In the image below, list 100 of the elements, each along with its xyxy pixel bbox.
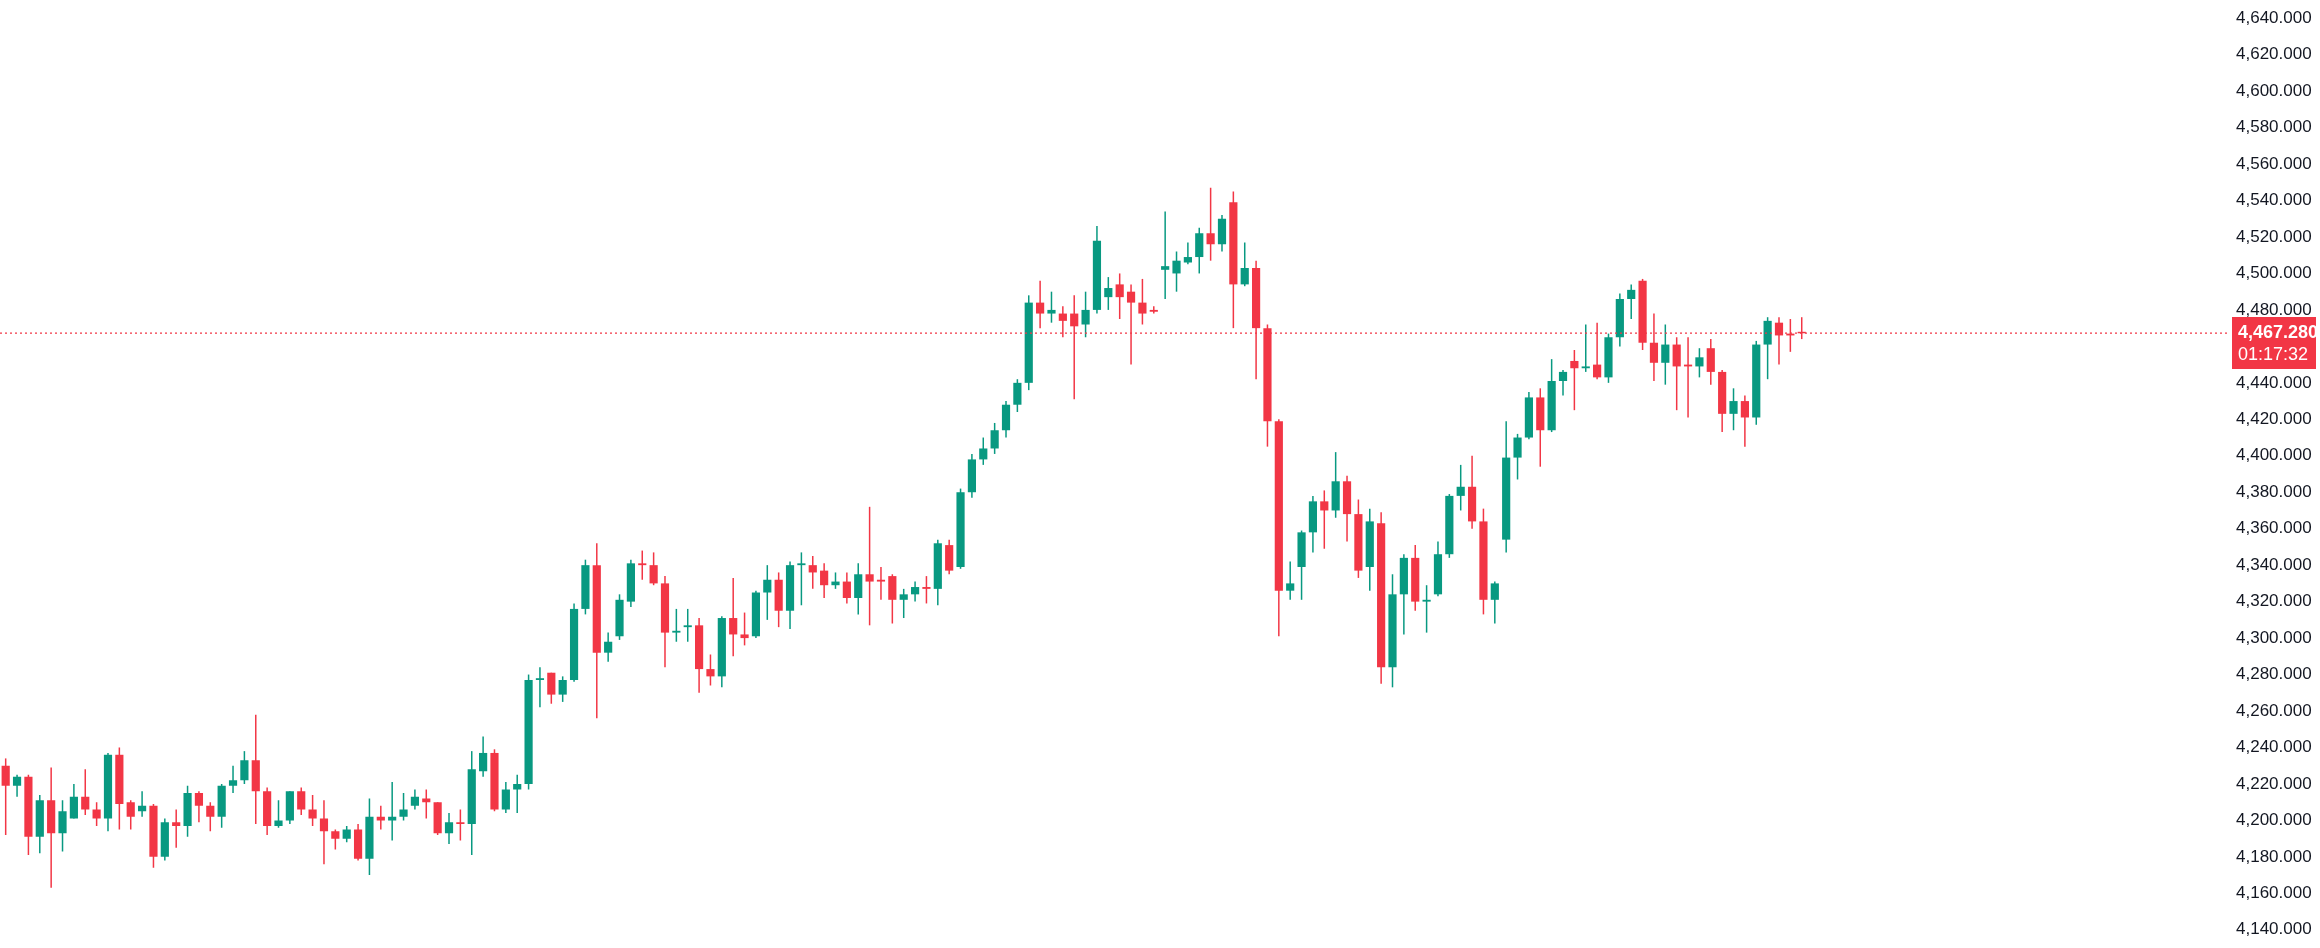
candlestick <box>854 562 863 616</box>
ref-line-label: 4,467.280 <box>2238 322 2319 343</box>
candlestick <box>274 799 283 829</box>
y-tick-label: 4,560.000 <box>2236 153 2312 173</box>
y-tick-label: 4,640.000 <box>2236 7 2312 27</box>
candlestick <box>444 812 454 845</box>
candlestick <box>194 790 204 823</box>
candlestick <box>910 580 920 603</box>
candlestick <box>479 735 488 778</box>
y-tick-label: 4,400.000 <box>2236 445 2312 465</box>
candlestick <box>92 801 101 827</box>
candlestick <box>297 786 306 816</box>
candlestick <box>1161 210 1170 300</box>
candlestick <box>990 422 999 455</box>
candlestick <box>1706 338 1715 386</box>
y-tick-label: 4,220.000 <box>2236 773 2312 793</box>
y-tick-label: 4,340.000 <box>2236 554 2312 574</box>
candlestick <box>604 631 613 663</box>
candlestick <box>1558 369 1568 397</box>
candlestick <box>58 799 67 853</box>
candlestick <box>1149 305 1158 315</box>
candlestick <box>1115 272 1124 320</box>
candlestick <box>797 551 806 607</box>
candlestick <box>308 794 317 827</box>
candlestick <box>808 555 817 590</box>
candlestick <box>1513 433 1522 481</box>
y-tick-label: 4,300.000 <box>2236 627 2312 647</box>
y-tick-label: 4,600.000 <box>2236 80 2312 100</box>
candlestick <box>399 792 408 822</box>
candlestick <box>842 571 851 605</box>
y-tick-label: 4,500.000 <box>2236 263 2312 283</box>
candlestick <box>1172 250 1181 293</box>
candlestick <box>535 666 545 709</box>
candlestick <box>1195 227 1204 275</box>
candlestick <box>410 788 419 811</box>
y-tick-label: 4,200.000 <box>2236 810 2312 830</box>
candlestick <box>240 750 249 785</box>
candlestick <box>1104 276 1113 311</box>
y-tick-label: 4,540.000 <box>2236 190 2312 210</box>
candlestick <box>1081 290 1090 339</box>
candlestick <box>1570 349 1579 411</box>
candlestick <box>1013 378 1022 413</box>
candlestick <box>12 774 22 798</box>
candlestick <box>81 768 90 816</box>
y-tick-label: 4,380.000 <box>2236 481 2312 501</box>
candlestick <box>1695 347 1704 379</box>
candlestick <box>1490 580 1499 625</box>
candlestick <box>706 653 715 687</box>
candlestick <box>1320 489 1329 550</box>
candlestick <box>899 588 908 619</box>
y-tick-label: 4,580.000 <box>2236 117 2312 137</box>
y-tick-label: 4,160.000 <box>2236 883 2312 903</box>
candlestick <box>319 799 329 865</box>
candlestick <box>1 757 10 836</box>
y-tick-label: 4,140.000 <box>2236 919 2312 939</box>
candlestick <box>1138 278 1147 326</box>
text: 01:17:32 <box>2238 344 2309 365</box>
y-tick-label: 4,240.000 <box>2236 737 2312 757</box>
candlestick <box>1036 279 1045 329</box>
candlestick <box>69 783 78 820</box>
candlestick <box>763 564 772 621</box>
candlestick <box>729 577 738 658</box>
candlestick <box>1740 394 1749 448</box>
candlestick <box>126 799 135 831</box>
candlestick <box>228 764 238 794</box>
candlestick <box>638 549 647 581</box>
candlestick <box>1456 464 1465 512</box>
y-tick-label: 4,420.000 <box>2236 408 2312 428</box>
candlestick <box>206 801 215 833</box>
candlestick <box>1206 187 1215 262</box>
candlestick <box>1763 316 1772 380</box>
candlestick <box>888 573 897 625</box>
candlestick <box>1240 241 1249 287</box>
candlestick <box>172 808 181 849</box>
candlestick <box>649 551 658 586</box>
y-tick-label: 4,520.000 <box>2236 226 2312 246</box>
candlestick <box>876 566 886 601</box>
candlestick <box>1581 323 1590 373</box>
candlestick <box>1183 241 1192 266</box>
candlestick <box>672 608 681 643</box>
candlestick <box>558 675 567 703</box>
candlestick <box>331 828 340 851</box>
candlestick <box>1729 387 1738 431</box>
candlestick <box>1627 283 1636 320</box>
candlestick <box>1672 336 1681 411</box>
candlestick <box>1661 323 1670 386</box>
candlestick <box>922 575 931 605</box>
y-tick-label: 4,180.000 <box>2236 846 2312 866</box>
candlestick <box>1286 560 1295 601</box>
y-tick-label: 4,260.000 <box>2236 700 2312 720</box>
y-tick-label: 4,480.000 <box>2236 299 2312 319</box>
candlestick <box>740 611 749 647</box>
y-tick-label: 4,620.000 <box>2236 44 2312 64</box>
candlestick <box>820 562 829 599</box>
y-tick-label: 4,360.000 <box>2236 518 2312 538</box>
candlestick <box>865 506 874 627</box>
candlestick <box>979 436 988 466</box>
candlestick <box>501 781 510 814</box>
candlestick <box>683 608 692 643</box>
y-tick-label: 4,280.000 <box>2236 664 2312 684</box>
